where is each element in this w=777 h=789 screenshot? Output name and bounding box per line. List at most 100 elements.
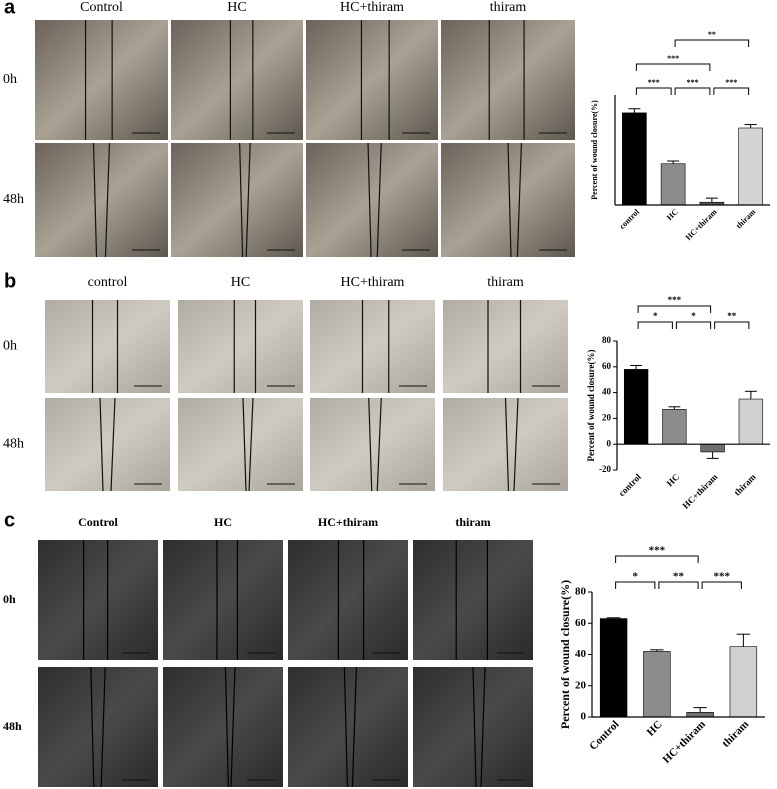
column-header: HC+thiram <box>341 275 405 290</box>
scratch-edge <box>343 666 348 788</box>
significance-label: *** <box>714 571 731 583</box>
micrograph <box>413 540 533 660</box>
scratch-edge <box>245 142 251 258</box>
y-tick-label: 60 <box>575 617 587 629</box>
y-tick-label: 60 <box>602 361 612 371</box>
micrograph <box>288 667 408 787</box>
micrograph <box>38 540 158 660</box>
scratch-edge <box>507 142 512 258</box>
column-header: HC <box>231 275 250 290</box>
x-tick-label: thiram <box>734 207 757 230</box>
x-tick-label: HC+thiram <box>684 207 719 242</box>
micrograph <box>163 667 283 787</box>
significance-label: * <box>691 311 696 321</box>
micrograph <box>178 398 303 491</box>
micrograph <box>443 300 568 393</box>
scratch-edge <box>367 142 372 258</box>
bar <box>643 651 671 718</box>
micrograph <box>288 540 408 660</box>
bar <box>729 646 758 718</box>
bracket-line <box>713 87 750 95</box>
row-label: 48h <box>3 719 22 733</box>
micrograph <box>171 20 303 140</box>
micrograph <box>306 143 438 257</box>
column-header: control <box>88 275 128 290</box>
y-tick-label: 0 <box>581 711 587 723</box>
significance-bracket: *** <box>615 545 699 563</box>
x-tick-label: control <box>617 471 644 498</box>
bar <box>686 712 714 718</box>
scratch-edge <box>239 142 244 258</box>
significance-label: *** <box>687 78 699 87</box>
bar <box>623 369 649 445</box>
bracket-line <box>635 63 711 71</box>
column-header: HC+thiram <box>318 515 378 529</box>
significance-label: ** <box>673 571 685 583</box>
scratch-edge <box>248 397 254 492</box>
column-header: thiram <box>487 275 524 290</box>
bar <box>599 618 628 718</box>
scratch-edge <box>104 142 111 258</box>
y-tick-label: -20 <box>599 464 611 474</box>
micrograph <box>45 300 170 393</box>
column-header: thiram <box>490 0 527 15</box>
x-tick-label: HC+thiram <box>681 471 720 510</box>
row-label: 48h <box>3 192 24 207</box>
scratch-edge <box>90 666 95 788</box>
row-label: 0h <box>3 339 17 354</box>
scratch-edge <box>351 666 357 788</box>
panel-label: a <box>4 0 16 18</box>
scratch-edge <box>99 397 104 492</box>
column-header: thiram <box>455 515 490 529</box>
scratch-edge <box>92 142 98 258</box>
scratch-edge <box>110 397 116 492</box>
scratch-edge <box>472 666 477 788</box>
y-tick-label: 20 <box>602 412 612 422</box>
bracket-line <box>637 321 673 329</box>
significance-label: ** <box>708 30 716 39</box>
column-header: HC+thiram <box>340 0 404 15</box>
micrograph <box>163 540 283 660</box>
scratch-edge <box>368 397 373 492</box>
x-tick-label: thiram <box>732 471 758 497</box>
y-tick-label: 40 <box>575 648 587 660</box>
column-header: HC <box>227 0 246 15</box>
micrograph <box>178 300 303 393</box>
significance-label: ** <box>727 311 737 321</box>
significance-bracket: ** <box>674 30 750 47</box>
bracket-line <box>658 581 699 589</box>
y-tick-label: 20 <box>575 679 587 691</box>
scratch-edge <box>504 397 510 492</box>
bracket-line <box>635 87 672 95</box>
y-axis-label: Percent of wound closure(%) <box>590 100 599 200</box>
scratch-edge <box>376 397 382 492</box>
x-tick-label: Control <box>587 718 621 752</box>
panel-label: c <box>4 509 15 531</box>
significance-label: *** <box>667 54 679 63</box>
significance-label: *** <box>648 78 660 87</box>
significance-label: * <box>633 571 639 583</box>
micrograph <box>171 143 303 257</box>
column-header: HC <box>214 515 232 529</box>
bar <box>662 409 687 445</box>
bracket-line <box>615 555 699 563</box>
bracket-line <box>675 321 712 329</box>
significance-bracket: * <box>637 311 673 329</box>
significance-label: *** <box>668 295 682 305</box>
scratch-edge <box>100 666 106 788</box>
panel-label: b <box>4 270 16 292</box>
row-label: 0h <box>3 72 17 87</box>
scratch-edge <box>516 142 522 258</box>
x-tick-label: control <box>618 207 642 231</box>
scratch-edge <box>513 397 519 492</box>
bracket-line <box>674 39 750 47</box>
row-label: 48h <box>3 437 24 452</box>
micrograph <box>45 398 170 491</box>
significance-bracket: ** <box>714 311 750 329</box>
scratch-edge <box>480 666 486 788</box>
significance-bracket: ** <box>658 571 699 589</box>
significance-bracket: * <box>615 571 656 589</box>
column-header: Control <box>80 0 123 15</box>
micrograph <box>35 20 168 140</box>
